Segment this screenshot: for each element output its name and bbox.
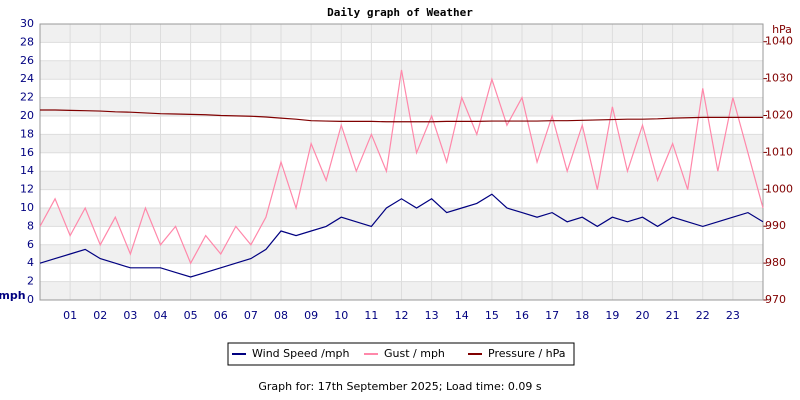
plot-frame — [39, 23, 764, 301]
x-tick-label: 15 — [485, 309, 499, 322]
x-tick-label: 14 — [455, 309, 469, 322]
y-tick-label: 18 — [20, 127, 34, 140]
x-tick-label: 09 — [304, 309, 318, 322]
x-tick-label: 10 — [334, 309, 348, 322]
y2-axis-label: hPa — [772, 23, 792, 36]
y2-tick-label: 1000 — [765, 182, 793, 195]
y-axis-label: mph — [0, 289, 26, 302]
x-tick-label: 21 — [666, 309, 680, 322]
y2-tick-label: 970 — [765, 293, 786, 306]
y-tick-label: 0 — [27, 293, 34, 306]
legend-label: Wind Speed /mph — [252, 347, 350, 360]
y2-tick-label: 1030 — [765, 72, 793, 85]
legend-label: Pressure / hPa — [488, 347, 566, 360]
y-tick-label: 16 — [20, 146, 34, 159]
y-tick-label: 24 — [20, 72, 34, 85]
y-tick-label: 12 — [20, 183, 34, 196]
y-tick-label: 20 — [20, 109, 34, 122]
y-tick-label: 6 — [27, 238, 34, 251]
x-tick-label: 19 — [605, 309, 619, 322]
y2-tick-label: 980 — [765, 256, 786, 269]
y-tick-label: 22 — [20, 91, 34, 104]
plot-area — [40, 23, 763, 301]
x-tick-label: 07 — [244, 309, 258, 322]
y-tick-label: 8 — [27, 219, 34, 232]
x-tick-label: 02 — [93, 309, 107, 322]
x-tick-label: 04 — [154, 309, 168, 322]
x-tick-label: 08 — [274, 309, 288, 322]
y-tick-label: 2 — [27, 275, 34, 288]
y-tick-label: 28 — [20, 35, 34, 48]
x-tick-label: 03 — [123, 309, 137, 322]
x-tick-label: 05 — [184, 309, 198, 322]
y-tick-label: 10 — [20, 201, 34, 214]
y-tick-label: 4 — [27, 256, 34, 269]
y-tick-label: 30 — [20, 17, 34, 30]
legend-box — [227, 342, 575, 366]
y2-tick-label: 1010 — [765, 145, 793, 158]
y-tick-label: 14 — [20, 164, 34, 177]
y2-tick-label: 990 — [765, 219, 786, 232]
x-tick-label: 06 — [214, 309, 228, 322]
chart-title: Daily graph of Weather — [327, 6, 473, 19]
series-line — [39, 193, 764, 278]
y2-tick-label: 1020 — [765, 109, 793, 122]
series-line — [39, 69, 764, 265]
x-tick-label: 18 — [575, 309, 589, 322]
y-tick-label: 26 — [20, 54, 34, 67]
y2-tick-label: 1040 — [765, 35, 793, 48]
x-tick-label: 01 — [63, 309, 77, 322]
x-tick-label: 16 — [515, 309, 529, 322]
x-tick-label: 23 — [726, 309, 740, 322]
series-line — [40, 109, 763, 123]
x-tick-label: 13 — [425, 309, 439, 322]
legend-label: Gust / mph — [384, 347, 445, 360]
x-tick-label: 20 — [636, 309, 650, 322]
caption: Graph for: 17th September 2025; Load tim… — [258, 380, 542, 393]
x-tick-label: 12 — [395, 309, 409, 322]
x-tick-label: 22 — [696, 309, 710, 322]
x-tick-label: 17 — [545, 309, 559, 322]
x-tick-label: 11 — [364, 309, 378, 322]
